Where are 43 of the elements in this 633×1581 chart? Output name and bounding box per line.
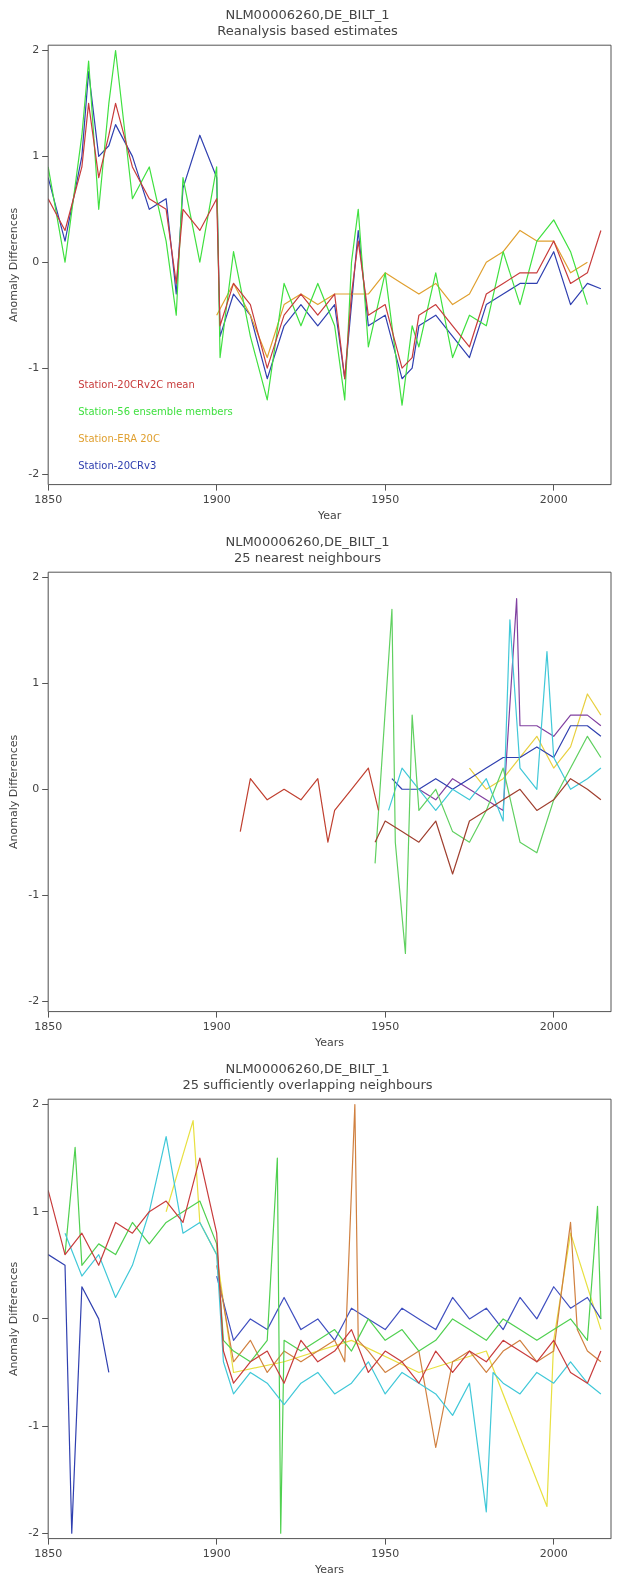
y-tick-label: 2 xyxy=(32,570,40,584)
chart-title: NLM00006260,DE_BILT_1 xyxy=(225,534,390,550)
y-tick-label: -1 xyxy=(28,1418,40,1432)
y-axis-title: Anomaly Differences xyxy=(7,207,21,322)
chart-title: NLM00006260,DE_BILT_1 xyxy=(225,7,390,23)
y-tick-label: 0 xyxy=(32,782,40,796)
y-tick-label: 2 xyxy=(32,43,40,57)
x-tick-label: 1950 xyxy=(371,1547,400,1561)
y-tick-label: 1 xyxy=(32,676,40,690)
x-tick-label: 1900 xyxy=(202,1020,231,1034)
x-tick-label: 1850 xyxy=(34,493,63,507)
x-tick-label: 2000 xyxy=(539,493,568,507)
x-tick-label: 1850 xyxy=(34,1547,63,1561)
x-axis-title: Years xyxy=(314,1036,345,1050)
y-tick-label: -1 xyxy=(28,360,40,374)
text: Station-20CRv3 xyxy=(78,460,157,472)
y-tick-label: 0 xyxy=(32,1311,40,1325)
y-tick-label: 1 xyxy=(32,149,40,163)
y-tick-label: -2 xyxy=(28,1526,40,1540)
x-tick-label: 1900 xyxy=(202,493,231,507)
x-axis-title: Years xyxy=(314,1563,345,1577)
x-tick-label: 1950 xyxy=(371,1020,400,1034)
y-tick-label: 1 xyxy=(32,1204,40,1218)
y-axis-title: Anomaly Differences xyxy=(7,1261,21,1376)
y-tick-label: -2 xyxy=(28,466,40,480)
y-tick-label: -2 xyxy=(28,993,40,1007)
x-tick-label: 2000 xyxy=(539,1020,568,1034)
y-tick-label: -1 xyxy=(28,887,40,901)
y-tick-label: 2 xyxy=(32,1097,40,1111)
chart-subtitle: 25 nearest neighbours xyxy=(234,549,382,565)
text: Station-20CRv2C mean xyxy=(78,379,195,391)
x-tick-label: 2000 xyxy=(539,1547,568,1561)
chart-subtitle: 25 sufficiently overlapping neighbours xyxy=(182,1076,433,1092)
x-tick-label: 1950 xyxy=(371,493,400,507)
x-tick-label: 1900 xyxy=(202,1547,231,1561)
y-axis-title: Anomaly Differences xyxy=(7,734,21,849)
x-axis-title: Year xyxy=(316,509,342,523)
text: Station-56 ensemble members xyxy=(78,406,233,418)
text: Station-ERA 20C xyxy=(78,433,160,445)
chart-title: NLM00006260,DE_BILT_1 xyxy=(225,1061,390,1077)
chart-subtitle: Reanalysis based estimates xyxy=(217,22,398,38)
y-tick-label: 0 xyxy=(32,255,40,269)
x-tick-label: 1850 xyxy=(34,1020,63,1034)
